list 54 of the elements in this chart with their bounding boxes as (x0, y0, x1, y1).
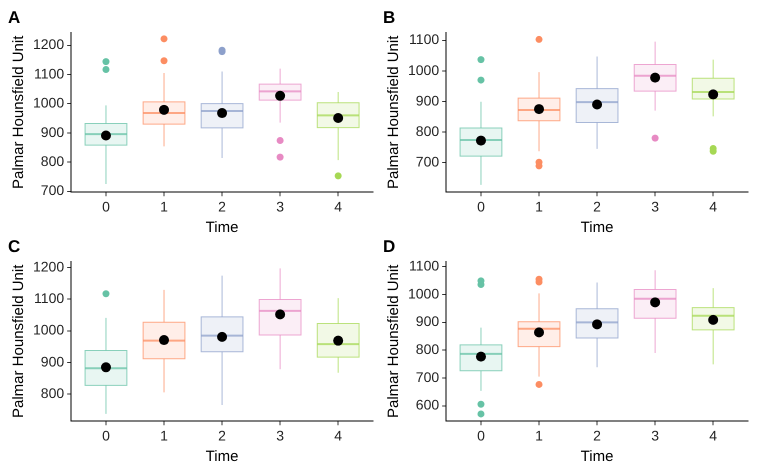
y-tick-label: 1100 (34, 65, 64, 82)
x-tick-label: 4 (334, 427, 342, 444)
y-tick-label: 1200 (32, 36, 64, 52)
y-tick-label: 800 (416, 122, 440, 139)
y-tick-label: 1000 (32, 322, 64, 338)
y-tick-label: 1100 (34, 290, 64, 306)
y-axis-title: Palmar Hounsfield Unit (10, 34, 28, 190)
y-tick-label: 900 (40, 353, 64, 370)
x-tick-label: 4 (709, 198, 718, 214)
x-tick-label: 3 (276, 427, 284, 444)
chart-title: D (383, 236, 396, 256)
x-tick-label: 2 (218, 427, 226, 444)
x-tick-label: 4 (709, 427, 718, 444)
x-tick-label: 3 (651, 198, 660, 214)
y-tick-label: 1000 (408, 62, 440, 78)
y-tick-label: 1000 (32, 94, 64, 111)
x-tick-label: 3 (651, 427, 660, 444)
y-axis-title: Palmar Hounsfield Unit (10, 264, 28, 418)
x-tick-label: 0 (477, 198, 486, 214)
y-tick-label: 700 (416, 368, 440, 385)
x-axis-title: Time (206, 219, 238, 236)
x-tick-label: 3 (276, 198, 284, 214)
y-tick-label: 900 (40, 124, 64, 140)
x-tick-label: 1 (160, 198, 168, 214)
chart-title: C (8, 236, 20, 256)
x-tick-label: 4 (334, 198, 342, 214)
y-tick-label: 1200 (32, 258, 64, 274)
x-tick-label: 0 (102, 427, 110, 444)
x-tick-label: 1 (160, 427, 168, 444)
y-tick-label: 800 (40, 385, 64, 402)
y-tick-label: 1100 (409, 258, 440, 274)
y-axis-title: Palmar Hounsfield Unit (385, 34, 402, 190)
x-tick-label: 2 (593, 198, 602, 214)
x-tick-label: 0 (477, 427, 486, 444)
x-tick-label: 2 (593, 427, 602, 444)
y-tick-label: 1000 (408, 285, 440, 302)
y-tick-label: 700 (40, 182, 64, 198)
x-tick-label: 1 (535, 198, 544, 214)
chart-title: A (8, 8, 20, 27)
y-tick-label: 600 (416, 396, 440, 413)
x-axis-title: Time (580, 219, 614, 236)
y-tick-label: 1100 (409, 31, 440, 48)
y-tick-label: 800 (416, 341, 440, 358)
x-axis-title: Time (206, 448, 238, 466)
x-tick-label: 1 (535, 427, 544, 444)
x-axis-title: Time (580, 448, 614, 466)
y-tick-label: 700 (416, 153, 440, 170)
chart-title: B (383, 8, 396, 27)
y-tick-label: 800 (40, 152, 64, 169)
y-tick-label: 900 (416, 92, 440, 108)
x-tick-label: 2 (218, 198, 226, 214)
y-tick-label: 900 (416, 313, 440, 330)
y-axis-title: Palmar Hounsfield Unit (385, 264, 402, 418)
x-tick-label: 0 (102, 198, 110, 214)
